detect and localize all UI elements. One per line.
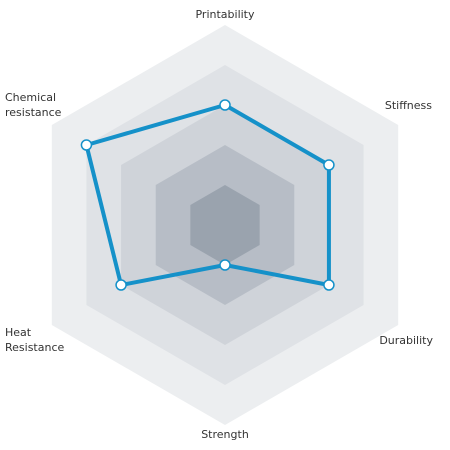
axis-label-durability: Durability bbox=[379, 334, 433, 347]
data-point-durability[interactable] bbox=[323, 279, 335, 291]
series-layer bbox=[80, 99, 335, 291]
axis-label-stiffness: Stiffness bbox=[385, 99, 432, 112]
axis-label-strength: Strength bbox=[201, 428, 249, 441]
data-point-printability[interactable] bbox=[219, 99, 231, 111]
axis-labels: Printability Stiffness Durability Strength H… bbox=[5, 8, 433, 441]
axis-label-chemical-resistance: Chemical resistance bbox=[5, 91, 62, 119]
axis-label-heat-resistance: Heat Resistance bbox=[5, 326, 65, 354]
data-point-stiffness[interactable] bbox=[323, 159, 335, 171]
radar-grid bbox=[51, 25, 399, 425]
axis-label-printability: Printability bbox=[195, 8, 255, 21]
grid-ring-1 bbox=[190, 185, 260, 265]
data-point-chemical-resistance[interactable] bbox=[80, 139, 93, 151]
data-point-heat-resistance[interactable] bbox=[115, 279, 127, 291]
data-point-strength[interactable] bbox=[219, 259, 231, 271]
